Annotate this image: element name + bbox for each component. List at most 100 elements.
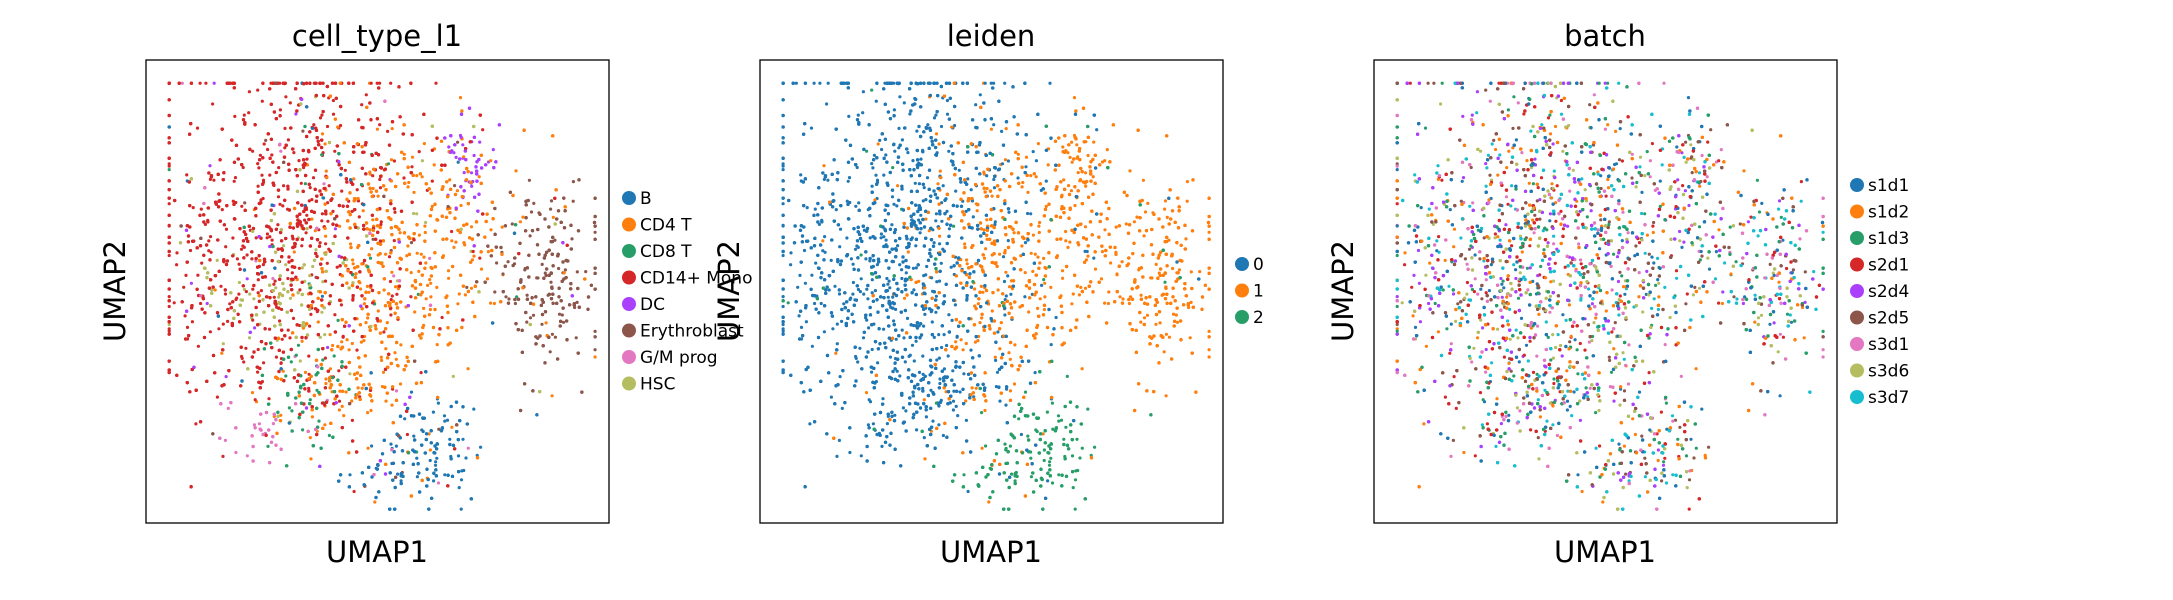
scatter-point [326, 201, 330, 205]
scatter-point [510, 222, 514, 226]
scatter-point [406, 244, 410, 248]
scatter-point [224, 375, 228, 379]
scatter-point [199, 301, 203, 306]
scatter-point [265, 232, 269, 236]
scatter-point [389, 81, 393, 85]
scatter-point [251, 287, 255, 291]
scatter-point [422, 142, 426, 146]
scatter-point [303, 370, 308, 374]
scatter-point [240, 204, 244, 208]
scatter-point [250, 257, 254, 261]
scatter-point [340, 189, 344, 193]
scatter-point [298, 359, 302, 363]
scatter-point [470, 184, 474, 188]
scatter-point [320, 219, 324, 223]
scatter-point [392, 239, 396, 243]
scatter-point [429, 281, 433, 285]
scatter-point [297, 266, 301, 270]
scatter-point [279, 361, 283, 365]
scatter-point [514, 169, 518, 173]
scatter-point [307, 199, 311, 203]
scatter-point [253, 326, 257, 330]
scatter-point [575, 300, 579, 304]
scatter-point [465, 285, 469, 289]
scatter-point [318, 116, 323, 120]
scatter-point [433, 463, 438, 467]
scatter-point [308, 324, 312, 328]
scatter-point [396, 472, 400, 476]
scatter-point [320, 310, 324, 314]
scatter-point [313, 229, 317, 233]
scatter-point [451, 374, 455, 378]
scatter-point [409, 271, 413, 275]
scatter-point [250, 316, 254, 320]
scatter-point [309, 312, 313, 316]
scatter-point [379, 222, 383, 227]
scatter-point [351, 298, 355, 302]
scatter-point [323, 142, 327, 146]
scatter-point [450, 239, 454, 243]
scatter-point [271, 276, 275, 281]
scatter-point [481, 128, 485, 132]
scatter-point [403, 417, 407, 421]
scatter-point [211, 102, 215, 106]
scatter-point [305, 157, 309, 161]
scatter-point [417, 233, 421, 237]
scatter-point [215, 395, 219, 399]
scatter-point [307, 386, 311, 390]
scatter-point [393, 351, 397, 355]
scatter-point [361, 209, 365, 213]
scatter-point [318, 241, 322, 245]
scatter-point [190, 320, 194, 324]
scatter-point [420, 428, 424, 432]
scatter-point [299, 181, 303, 185]
scatter-point [350, 341, 354, 346]
scatter-point [390, 270, 394, 274]
scatter-point [382, 288, 386, 292]
scatter-point [436, 401, 440, 405]
scatter-point [390, 294, 394, 298]
scatter-point [308, 274, 312, 278]
scatter-point [191, 206, 195, 210]
scatter-point [221, 342, 225, 346]
scatter-point [311, 264, 315, 269]
scatter-point [352, 177, 356, 181]
scatter-point [412, 190, 416, 194]
scatter-point [308, 186, 312, 190]
scatter-point [460, 469, 464, 473]
scatter-point [272, 295, 276, 299]
scatter-point [495, 261, 499, 265]
scatter-point [389, 298, 393, 302]
scatter-point [339, 303, 343, 307]
scatter-point [316, 320, 320, 324]
scatter-point [392, 274, 396, 278]
scatter-point [223, 438, 227, 442]
scatter-point [294, 353, 298, 357]
scatter-point [287, 406, 291, 410]
scatter-point [500, 225, 504, 229]
scatter-point [504, 295, 508, 299]
scatter-point [428, 458, 432, 463]
scatter-point [321, 358, 325, 362]
scatter-point [270, 153, 274, 157]
scatter-point [355, 348, 359, 352]
scatter-point [194, 422, 198, 426]
scatter-point [333, 149, 337, 153]
scatter-point [256, 162, 260, 166]
scatter-point [324, 234, 328, 238]
scatter-point [420, 175, 424, 179]
scatter-point [303, 279, 307, 283]
scatter-point [292, 250, 296, 254]
scatter-point [182, 285, 186, 289]
scatter-point [443, 419, 447, 423]
scatter-point [549, 280, 553, 284]
scatter-point [370, 444, 374, 448]
scatter-point [333, 313, 337, 317]
scatter-point [321, 280, 325, 284]
scatter-point [426, 283, 430, 287]
scatter-point [378, 123, 382, 127]
scatter-point [297, 159, 301, 163]
scatter-point [470, 258, 474, 262]
scatter-point [188, 248, 193, 253]
